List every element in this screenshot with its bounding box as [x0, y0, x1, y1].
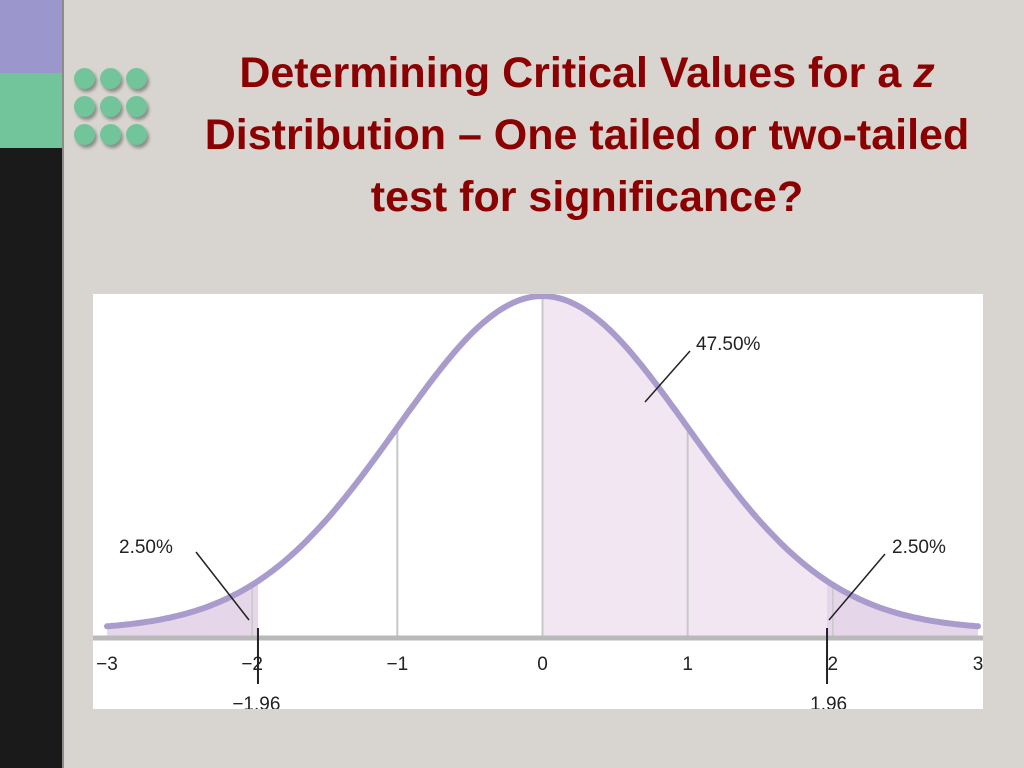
normal-distribution-chart: −3 −2 −1 0 1 2 3 −1.96 1.96 2.50% 47.50% 2.50% [93, 294, 983, 709]
critical-value-label: 1.96 [810, 694, 847, 709]
critical-value-label: −1.96 [232, 694, 280, 709]
left-bar-green-block [0, 73, 62, 148]
annotation-leader-right-tail [828, 553, 886, 621]
decor-dot [126, 96, 147, 117]
decor-dot [100, 68, 121, 89]
left-decorative-bar [0, 0, 64, 768]
x-tick-label: −2 [241, 654, 263, 675]
decor-dot [126, 124, 147, 145]
left-bar-edge [62, 0, 64, 768]
dot-grid-decoration [74, 68, 154, 154]
annotation-left-tail: 2.50% [119, 537, 173, 558]
left-bar-purple-block [0, 0, 62, 73]
decor-dot [74, 124, 95, 145]
decor-dot [74, 96, 95, 117]
title-variable: z [913, 49, 935, 97]
annotation-center-area: 47.50% [696, 334, 761, 355]
shaded-region-2 [827, 581, 978, 636]
decor-dot [126, 68, 147, 89]
annotation-leader-center [644, 350, 691, 403]
slide-title: Determining Critical Values for a z Dist… [166, 42, 1008, 228]
annotation-leader-left-tail [195, 551, 250, 621]
title-text-part2: Distribution – One tailed or two-tailed … [204, 111, 970, 221]
chart-panel: −3 −2 −1 0 1 2 3 −1.96 1.96 2.50% 47.50% 2.50% [93, 294, 983, 709]
x-tick-label: 1 [682, 654, 693, 675]
normal-curve [104, 294, 981, 630]
title-text-part1: Determining Critical Values for a [239, 49, 914, 97]
decor-dot [74, 68, 95, 89]
annotation-right-tail: 2.50% [892, 537, 946, 558]
decor-dot [100, 96, 121, 117]
left-bar-black-block [0, 148, 62, 768]
decor-dot [100, 124, 121, 145]
x-tick-label: 3 [973, 654, 983, 675]
x-tick-label: −3 [96, 654, 118, 675]
shaded-region-0 [107, 581, 258, 636]
x-tick-label: 2 [828, 654, 839, 675]
x-tick-label: 0 [537, 654, 548, 675]
x-tick-label: −1 [386, 654, 408, 675]
shaded-region-1 [542, 296, 827, 636]
